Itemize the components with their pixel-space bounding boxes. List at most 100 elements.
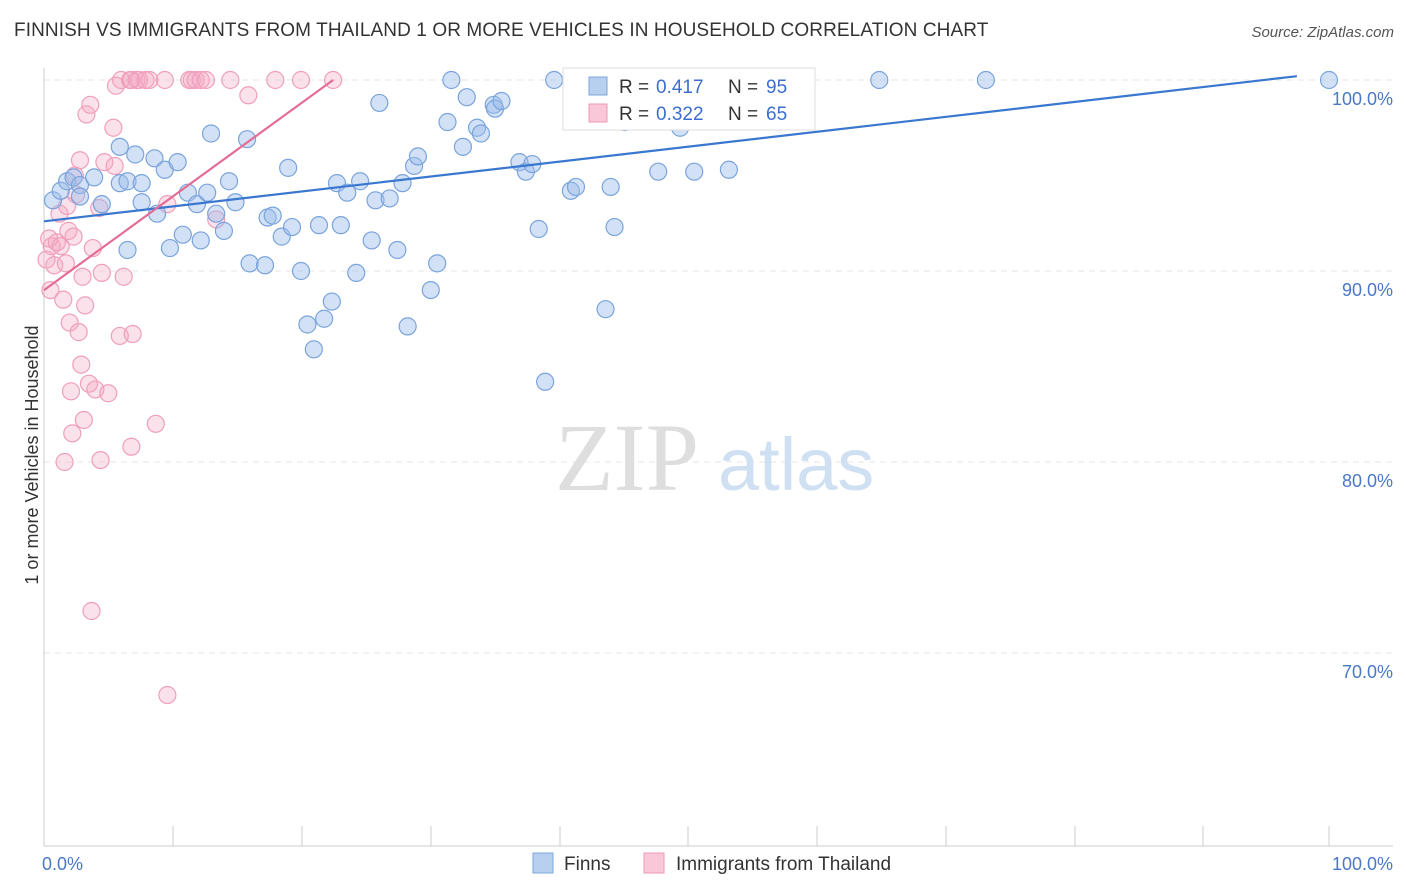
thailand-point-60: [221, 70, 240, 90]
thailand-point-45: [122, 437, 141, 456]
finns-point-70: [516, 162, 535, 181]
finns-point-1: [51, 181, 70, 200]
finns-point-15: [145, 149, 164, 168]
finns-point-18: [160, 238, 180, 258]
thailand-point-25: [77, 105, 96, 124]
finns-point-73: [536, 372, 555, 391]
thailand-point-58: [196, 70, 216, 90]
source-label: Source: ZipAtlas.com: [1251, 24, 1394, 41]
thailand-point-10: [56, 254, 75, 273]
finns-point-20: [173, 225, 192, 244]
watermark-zip: ZIP: [555, 404, 699, 511]
stats-legend: R = 0.417 N = 95 R = 0.322 N = 65: [562, 67, 816, 131]
finns-point-31: [240, 254, 259, 273]
legend-r-value-1: 0.417: [656, 77, 704, 98]
thailand-point-4: [45, 256, 64, 275]
series-legend: Finns Immigrants from Thailand: [532, 852, 891, 875]
thailand-point-23: [74, 410, 93, 430]
y-tick-label-1: 90.0%: [1342, 280, 1393, 300]
thailand-point-9: [55, 452, 74, 472]
legend-blue-swatch: [588, 76, 608, 96]
thailand-point-34: [95, 153, 114, 172]
finns-point-68: [492, 91, 511, 111]
thailand-point-7: [51, 237, 70, 256]
finns-point-52: [380, 189, 399, 208]
finns-point-72: [529, 219, 548, 239]
watermark: ZIP atlas: [555, 404, 874, 511]
thailand-point-19: [69, 323, 88, 342]
thailand-point-62: [266, 70, 285, 90]
thailand-point-49: [140, 70, 159, 90]
finns-point-3: [64, 168, 83, 187]
thailand-point-53: [158, 685, 177, 705]
finns-point-7: [92, 195, 111, 214]
thailand-point-61: [239, 86, 258, 105]
finns-point-51: [370, 93, 389, 113]
thailand-point-44: [123, 324, 142, 344]
finns-point-29: [226, 193, 245, 212]
finns-point-93: [976, 70, 996, 90]
finns-point-47: [347, 263, 366, 283]
thailand-point-14: [61, 382, 81, 401]
finns-point-34: [263, 206, 282, 225]
thailand-point-2: [41, 281, 60, 300]
finns-point-80: [601, 177, 620, 197]
finns-point-39: [298, 315, 317, 334]
legend-pink-swatch: [588, 103, 608, 123]
legend-n-label-2: N =: [728, 104, 758, 125]
watermark-atlas: atlas: [718, 423, 874, 506]
legend-n-value-1: 95: [766, 77, 787, 98]
finns-point-13: [132, 193, 151, 212]
thailand-point-36: [104, 118, 123, 137]
finns-point-54: [393, 174, 412, 193]
finns-trend-line: [43, 75, 1298, 223]
legend-finns-swatch: [532, 852, 554, 874]
finns-point-67: [485, 99, 505, 118]
thailand-point-8: [54, 290, 73, 309]
finns-point-94: [1319, 70, 1339, 90]
thailand-point-32: [91, 450, 110, 470]
x-tick-label-1: 100.0%: [1332, 854, 1393, 874]
finns-point-42: [315, 309, 334, 328]
legend-thailand-swatch: [643, 852, 665, 874]
finns-point-57: [408, 147, 428, 166]
finns-point-81: [605, 217, 624, 237]
finns-point-43: [322, 292, 341, 311]
finns-point-59: [428, 254, 447, 273]
finns-point-24: [198, 183, 217, 202]
finns-point-38: [291, 261, 311, 281]
finns-point-0: [43, 191, 63, 210]
finns-point-92: [870, 70, 889, 90]
thailand-point-48: [136, 70, 155, 90]
finns-point-10: [118, 172, 137, 191]
y-tick-label-2: 80.0%: [1342, 471, 1393, 491]
thailand-point-24: [76, 296, 95, 315]
y-tick-label-3: 70.0%: [1342, 662, 1393, 682]
thailand-point-21: [72, 355, 91, 374]
x-tick-labels: 0.0% 100.0%: [42, 854, 1393, 874]
thailand-point-12: [59, 221, 78, 240]
finns-point-5: [70, 187, 90, 206]
legend-finns-label: Finns: [564, 854, 610, 875]
finns-point-49: [362, 231, 381, 250]
finns-point-37: [282, 217, 302, 237]
finns-point-65: [471, 124, 490, 143]
finns-point-14: [132, 174, 151, 193]
finns-point-46: [338, 183, 357, 202]
thailand-point-57: [191, 70, 210, 90]
finns-point-63: [457, 88, 476, 107]
finns-point-48: [351, 172, 370, 191]
thailand-point-51: [155, 70, 174, 90]
finns-point-86: [685, 162, 704, 181]
thailand-point-20: [70, 151, 90, 170]
y-tick-label-0: 100.0%: [1332, 89, 1393, 109]
finns-point-40: [304, 340, 323, 359]
legend-r-value-2: 0.322: [656, 104, 704, 125]
finns-point-88: [719, 160, 739, 179]
finns-point-25: [201, 124, 221, 143]
finns-point-26: [207, 204, 226, 223]
thailand-point-43: [122, 70, 141, 90]
thailand-point-27: [81, 95, 100, 114]
chart-title: FINNISH VS IMMIGRANTS FROM THAILAND 1 OR…: [14, 20, 989, 41]
